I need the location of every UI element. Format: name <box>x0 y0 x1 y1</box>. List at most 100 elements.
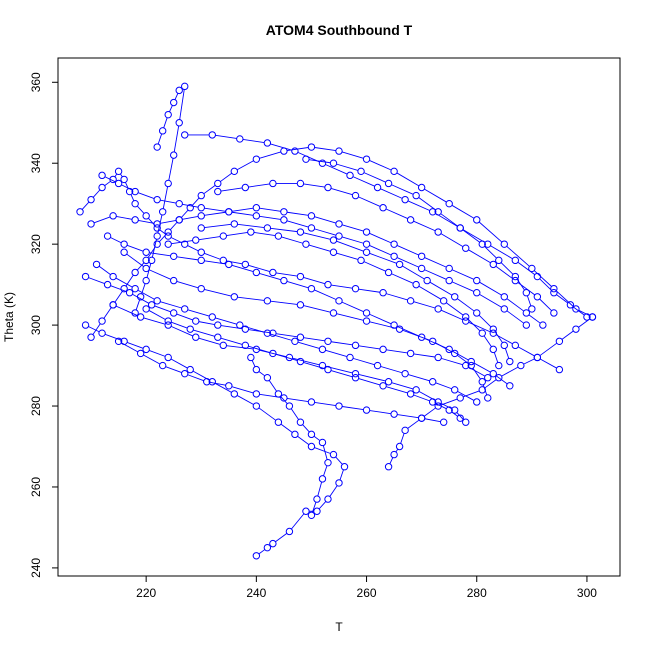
series-segment <box>478 221 503 243</box>
series-segment <box>291 513 305 530</box>
series-segment <box>325 164 348 175</box>
data-point <box>263 297 272 305</box>
data-point <box>285 353 294 362</box>
data-point <box>103 280 112 289</box>
series-segment <box>151 239 157 258</box>
data-point <box>225 260 233 269</box>
data-point <box>434 305 442 313</box>
series-segment <box>220 337 243 345</box>
series-segment <box>539 278 552 291</box>
data-point <box>550 284 558 293</box>
series-segment <box>148 310 166 320</box>
data-point <box>186 365 194 374</box>
series-segment <box>396 245 419 256</box>
series-segment <box>169 105 173 112</box>
series-segment <box>386 386 408 394</box>
data-point <box>114 179 123 188</box>
series-segment <box>380 366 403 374</box>
series-segment <box>120 173 123 178</box>
data-point <box>214 333 222 341</box>
data-point <box>434 353 442 362</box>
data-point <box>280 276 288 285</box>
y-tick-label: 280 <box>29 396 43 416</box>
data-point <box>219 341 227 350</box>
series-segment <box>358 196 381 207</box>
series-segment <box>170 358 188 369</box>
series-segment <box>358 378 381 386</box>
data-point <box>324 337 332 345</box>
data-point <box>76 208 84 216</box>
series-segment <box>473 362 491 373</box>
series-segment <box>495 334 513 345</box>
series-segment <box>462 229 486 243</box>
data-point <box>406 390 415 398</box>
series-segment <box>523 358 535 365</box>
series-segment <box>407 200 430 211</box>
data-point <box>351 284 360 293</box>
series-segment <box>121 184 133 191</box>
data-point <box>390 240 398 248</box>
data-point <box>236 135 244 143</box>
series-segment <box>336 240 364 252</box>
data-point <box>588 313 597 321</box>
series-segment <box>385 208 408 219</box>
series-segment <box>103 307 112 319</box>
data-point <box>318 438 327 447</box>
data-point <box>445 276 453 285</box>
series-segment <box>331 284 353 289</box>
data-point <box>252 402 261 410</box>
data-point <box>142 345 150 354</box>
series-segment <box>258 371 266 377</box>
data-point <box>373 361 382 370</box>
series-segment <box>157 133 163 145</box>
series-segment <box>170 221 178 230</box>
data-point <box>495 256 503 265</box>
data-point <box>197 191 205 200</box>
series-segment <box>539 358 557 369</box>
series-segment <box>248 329 270 334</box>
series-segment <box>137 289 155 300</box>
data-point <box>340 463 349 471</box>
data-point <box>335 297 343 305</box>
series-segment <box>402 329 430 341</box>
series-segment <box>174 93 179 100</box>
series-segment <box>352 176 375 187</box>
data-point <box>428 337 437 345</box>
data-point <box>428 378 437 386</box>
series-segment <box>138 220 155 224</box>
series-segment <box>314 402 336 407</box>
data-point <box>131 309 139 317</box>
data-point <box>296 179 305 188</box>
data-point <box>335 147 343 155</box>
series-segment <box>325 349 348 357</box>
series-segment <box>170 237 183 244</box>
series-segment <box>440 309 463 321</box>
series-segment <box>303 232 331 240</box>
data-point <box>175 216 183 224</box>
data-point <box>362 155 371 163</box>
series-segment <box>116 215 133 220</box>
series-segment <box>275 333 298 338</box>
data-point <box>230 220 239 228</box>
series-segment <box>215 134 237 139</box>
series-segment <box>143 354 161 365</box>
series-segment <box>231 211 254 216</box>
data-point <box>170 309 178 317</box>
data-point <box>125 289 134 297</box>
series-segment <box>314 147 336 152</box>
series-segment <box>215 317 237 325</box>
data-point <box>120 240 128 248</box>
data-point <box>125 187 134 196</box>
x-axis-label: T <box>335 620 343 634</box>
series-segment <box>275 533 288 543</box>
series-segment <box>297 341 320 349</box>
series-segment <box>179 89 185 120</box>
series-segment <box>280 395 288 404</box>
series-segment <box>242 138 265 143</box>
data-point <box>390 252 398 260</box>
series-segment <box>493 352 499 363</box>
data-point <box>296 228 305 236</box>
axes: 220 240 260 280 300 240 260 280 300 320 340 360 <box>29 72 597 600</box>
series-segment <box>176 313 193 321</box>
series-segment <box>386 293 408 301</box>
